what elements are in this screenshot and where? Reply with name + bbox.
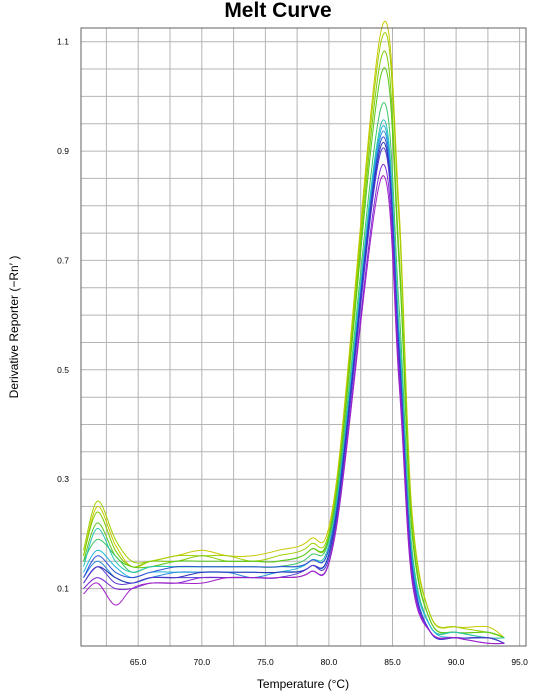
x-tick-label: 70.0 [194,657,211,667]
y-tick-label: 0.5 [57,365,69,375]
plot-frame [80,27,527,647]
melt-curve-series-line [83,175,505,645]
x-axis-ticks: 65.0 70.0 75.0 80.0 85.0 90.0 95.0 [130,657,528,667]
x-tick-label: 90.0 [448,657,465,667]
y-tick-label: 0.9 [57,146,69,156]
melt-curve-series-line [83,119,505,639]
y-tick-label: 0.1 [57,584,69,594]
y-tick-label: 0.3 [57,474,69,484]
melt-curve-series-line [83,32,505,639]
melt-curve-series-line [83,164,505,645]
x-tick-label: 65.0 [130,657,147,667]
x-tick-label: 85.0 [384,657,401,667]
melt-curve-series-line [83,147,505,644]
y-tick-label: 0.7 [57,255,69,265]
chart-title: Melt Curve [224,0,331,22]
grid-lines [81,28,526,646]
x-axis-label: Temperature (°C) [257,677,349,691]
y-axis-ticks: 0.1 0.3 0.5 0.7 0.9 1.1 [57,37,69,594]
series-group [83,20,505,645]
y-tick-label: 1.1 [57,37,69,47]
x-tick-label: 80.0 [321,657,338,667]
melt-curve-series-line [83,136,505,644]
y-axis-label: Derivative Reporter (−Rn′ ) [7,256,21,399]
melt-curve-series-line [83,67,505,639]
plot-area [81,28,526,646]
x-tick-label: 75.0 [257,657,274,667]
x-tick-label: 95.0 [511,657,528,667]
